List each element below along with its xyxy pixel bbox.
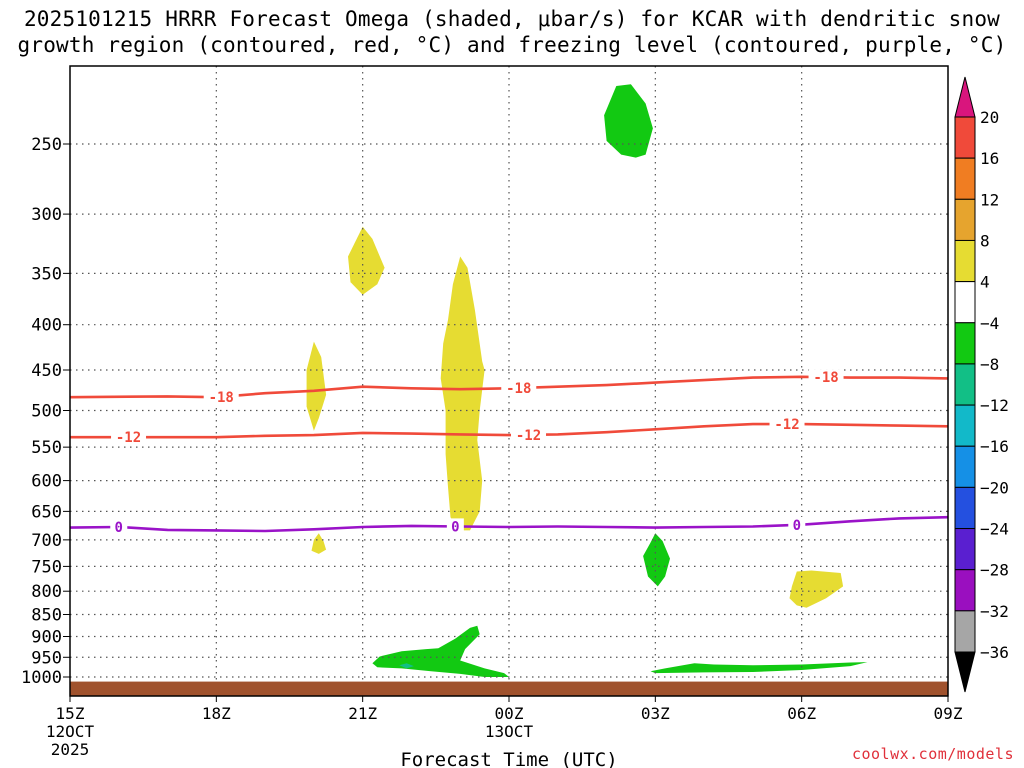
omega-region-small-stronger-ascent-spot: [399, 663, 414, 669]
colorbar-bin-24-20: [954, 486, 976, 530]
colorbar-bin-32-28: [954, 569, 976, 612]
y-tick-label-700: 700: [31, 531, 62, 551]
colorbar-bin-8-4: [954, 322, 976, 365]
x-tick-date-13oct: 13OCT: [485, 722, 534, 741]
x-axis-label: Forecast Time (UTC): [400, 749, 617, 768]
colorbar-bin-16-12: [954, 404, 976, 447]
colorbar-label-0: 20: [980, 108, 999, 127]
omega-region-boundary-ascent-02z-07z: [650, 662, 868, 674]
y-tick-label-850: 850: [31, 606, 62, 626]
contour-label-18-2: -18: [813, 370, 838, 386]
ground-band: [70, 681, 948, 696]
colorbar-label-10: −24: [980, 520, 1009, 539]
contour-label-0-1: 0: [451, 519, 459, 535]
x-tick-label-18z: 18Z: [202, 704, 231, 723]
y-tick-label-1000: 1000: [21, 668, 62, 688]
colorbar-label-4: 4: [980, 273, 990, 292]
x-tick-date-12oct: 12OCT: [46, 722, 95, 741]
ground-band-layer: [70, 681, 948, 696]
y-tick-label-450: 450: [31, 361, 62, 381]
contour-label-12-0: -12: [116, 430, 141, 446]
contour-label-bg-12-1: [511, 426, 547, 443]
x-tick-label-21z: 21Z: [348, 704, 377, 723]
omega-region-mid-ascent-cell-02z: [643, 533, 670, 587]
y-tick-label-950: 950: [31, 648, 62, 668]
y-tick-label-500: 500: [31, 402, 62, 422]
omega-region-small-subsidence-700: [311, 533, 327, 554]
y-tick-label-400: 400: [31, 316, 62, 336]
contour-label-0-2: 0: [793, 518, 801, 534]
colorbar-bin-16-20: [954, 116, 976, 159]
y-tick-label-300: 300: [31, 205, 62, 225]
colorbar-label-8: −16: [980, 437, 1009, 456]
omega-region-narrow-subsidence-20z: [306, 341, 327, 431]
contour-label-12-2: -12: [774, 417, 799, 433]
contour-label-bg-12-2: [769, 416, 805, 433]
credit-text: coolwx.com/models: [851, 745, 1014, 763]
y-axis: 2503003504004505005506006507007508008509…: [21, 135, 70, 688]
y-tick-label-800: 800: [31, 582, 62, 602]
colorbar-label-2: 12: [980, 190, 999, 209]
contour-label-18-1: -18: [506, 381, 531, 397]
contour-label-bg-0-1: [446, 518, 464, 535]
omega-region-upper-ascent-cell: [604, 84, 653, 158]
colorbar-label-11: −28: [980, 561, 1009, 580]
y-tick-label-600: 600: [31, 472, 62, 492]
contour-label-18-0: -18: [209, 390, 234, 406]
y-tick-label-650: 650: [31, 502, 62, 522]
contour-layer: -18 -18 -18 -12 -12 -12 0 0 0: [70, 369, 948, 536]
x-tick-label-06z: 06Z: [787, 704, 816, 723]
colorbar-bin-20: [954, 76, 976, 118]
contour-label-0-0: 0: [115, 520, 123, 536]
y-tick-label-750: 750: [31, 557, 62, 577]
chart-title: 2025101215 HRRR Forecast Omega (shaded, …: [0, 6, 1024, 58]
omega-region-deep-subsidence-column: [440, 256, 485, 531]
colorbar-bin-4-8: [954, 239, 976, 283]
colorbar-bin-20-16: [954, 445, 976, 488]
contour-label-bg-0-0: [110, 519, 128, 536]
colorbar-bin-12-16: [954, 157, 976, 200]
omega-region-subsidence-06z-low: [789, 570, 844, 608]
colorbar-bin-28-24: [954, 528, 976, 571]
grid-layer: [70, 66, 948, 696]
omega-region-subsidence-near-21z-aloft: [348, 226, 385, 295]
colorbar-label-13: −36: [980, 643, 1009, 662]
colorbar-label-12: −32: [980, 602, 1009, 621]
colorbar-label-3: 8: [980, 231, 990, 250]
y-tick-label-350: 350: [31, 264, 62, 284]
colorbar-bin-8-12: [954, 198, 976, 241]
colorbar: 20 16 12 8 4 −4 −8 −12 −16 −20 −24 −28 −32 −36: [954, 76, 1009, 693]
colorbar-bin-12-8: [954, 363, 976, 406]
colorbar-label-5: −4: [980, 314, 999, 333]
omega-shading-layer: [306, 84, 868, 677]
colorbar-label-9: −20: [980, 478, 1009, 497]
x-tick-label-03z: 03Z: [641, 704, 670, 723]
contour-label-bg-18-2: [808, 369, 844, 386]
colorbar-bin-36-32: [954, 610, 976, 653]
x-tick-year: 2025: [51, 740, 90, 759]
contour-label-bg-12-0: [111, 429, 147, 446]
colorbar-label-6: −8: [980, 355, 999, 374]
omega-region-boundary-ascent-22z-00z: [372, 625, 509, 677]
x-tick-label-09z: 09Z: [934, 704, 963, 723]
x-tick-label-15z: 15Z: [56, 704, 85, 723]
x-tick-label-00z: 00Z: [495, 704, 524, 723]
colorbar-bin-4-4: [954, 281, 976, 324]
contour-label-12-1: -12: [516, 428, 541, 444]
chart-title-line-1: 2025101215 HRRR Forecast Omega (shaded, …: [23, 7, 1001, 31]
y-tick-label-550: 550: [31, 438, 62, 458]
contour-label-bg-0-2: [788, 516, 806, 533]
colorbar-label-7: −12: [980, 396, 1009, 415]
contour-label-bg-18-0: [203, 388, 239, 405]
contour-label-bg-18-1: [501, 380, 537, 397]
chart-title-line-2: growth region (contoured, red, °C) and f…: [17, 33, 1007, 57]
y-tick-label-250: 250: [31, 135, 62, 155]
colorbar-bin-36: [954, 651, 976, 693]
y-tick-label-900: 900: [31, 627, 62, 647]
colorbar-label-1: 16: [980, 149, 999, 168]
